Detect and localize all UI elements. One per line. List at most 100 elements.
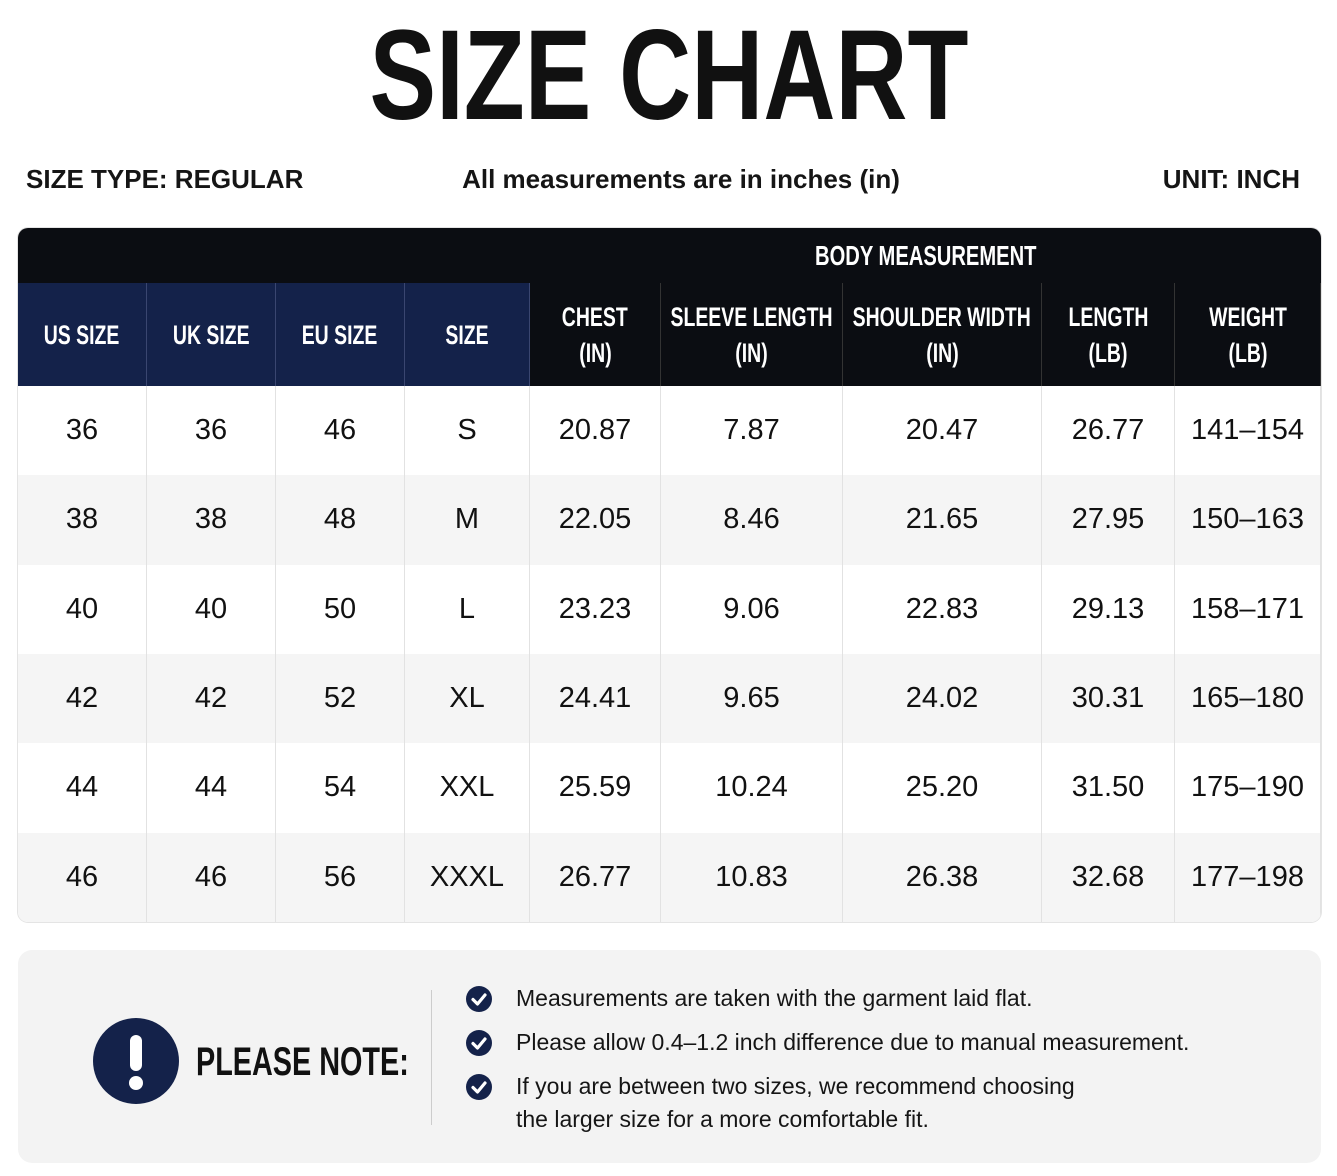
table-row [18,832,1321,922]
column-header-line: (IN) [578,337,612,368]
table-cell: 44 [18,743,147,833]
column-header-line: LENGTH [1068,301,1148,332]
check-icon [466,1074,492,1100]
note-box: PLEASE NOTE: [18,950,1321,1163]
size-table: BODY MEASUREMENT US SIZE UK SIZE EU SIZE SIZ… [18,228,1321,922]
column-header-line: (LB) [1088,337,1128,368]
column-header: SIZE [405,283,530,386]
table-cell: 21.65 [843,475,1042,565]
table-cell: 46 [276,386,405,476]
table-row [18,743,1321,833]
column-header-line: SIZE [445,319,489,350]
table-row [18,564,1321,654]
column-header-line: (IN) [925,337,959,368]
table-cell: 177–198 [1175,832,1321,922]
table-cell: 30.31 [1042,654,1175,744]
table-cell: 25.59 [530,743,661,833]
column-header: LENGTH (LB) [1042,283,1175,386]
table-cell: 24.02 [843,654,1042,744]
check-icon [466,986,492,1012]
column-header-line: CHEST [562,301,628,332]
table-cell: 9.65 [661,654,843,744]
column-header: EU SIZE [276,283,405,386]
note-text: Measurements are taken with the garment … [516,985,1033,1011]
table-cell: 54 [276,743,405,833]
group-header-band [18,228,1321,283]
table-cell: 32.68 [1042,832,1175,922]
warning-icon [93,1018,179,1104]
check-icon [466,1030,492,1056]
column-header: SHOULDER WIDTH (IN) [843,283,1042,386]
table-cell: 8.46 [661,475,843,565]
table-cell: 38 [147,475,276,565]
table-cell: 20.87 [530,386,661,476]
table-cell: 52 [276,654,405,744]
table-cell: 36 [147,386,276,476]
size-type: SIZE TYPE: REGULAR [26,164,304,194]
table-cell: 10.83 [661,832,843,922]
table-cell: 26.77 [1042,386,1175,476]
title: SIZE CHART [368,4,969,147]
table-cell: 46 [18,832,147,922]
table-cell: 40 [18,564,147,654]
table-cell: 48 [276,475,405,565]
table-cell: 10.24 [661,743,843,833]
table-cell: L [405,564,530,654]
table-cell: 56 [276,832,405,922]
table-cell: XXXL [405,832,530,922]
group-header-wrap: BODY MEASUREMENT [530,228,1321,283]
column-header-line: SLEEVE LENGTH [670,301,833,332]
table-cell: 9.06 [661,564,843,654]
table-cell: 23.23 [530,564,661,654]
table-cell: 31.50 [1042,743,1175,833]
table-cell: 46 [147,832,276,922]
table-cell: 22.05 [530,475,661,565]
note-text: Please allow 0.4–1.2 inch difference due… [516,1029,1190,1055]
column-header-line: UK SIZE [172,319,250,350]
column-header: WEIGHT (LB) [1175,283,1321,386]
table-cell: 27.95 [1042,475,1175,565]
table-cell: 50 [276,564,405,654]
table-cell: 22.83 [843,564,1042,654]
column-header-line: EU SIZE [302,319,378,350]
table-cell: XL [405,654,530,744]
unit: UNIT: INCH [1162,164,1300,194]
column-header: CHEST (IN) [530,283,661,386]
divider [431,990,432,1125]
column-header-line: SHOULDER WIDTH [852,301,1032,332]
table-cell: 24.41 [530,654,661,744]
title-wrap: SIZE CHART [0,12,1337,140]
column-header-line: US SIZE [44,319,120,350]
column-header: UK SIZE [147,283,276,386]
note-heading: PLEASE NOTE: [196,1040,409,1084]
table-cell: S [405,386,530,476]
table-cell: 26.77 [530,832,661,922]
table-cell: 42 [147,654,276,744]
column-header-line: WEIGHT [1208,301,1287,332]
table-row [18,654,1321,744]
table-cell: 36 [18,386,147,476]
table-cell: 40 [147,564,276,654]
table-cell: 7.87 [661,386,843,476]
note-text: If you are between two sizes, we recomme… [516,1073,1075,1099]
table-cell: XXL [405,743,530,833]
note-text: the larger size for a more comfortable f… [516,1106,929,1132]
column-header-line: (LB) [1228,337,1267,368]
table-cell: 150–163 [1175,475,1321,565]
table-cell: 26.38 [843,832,1042,922]
measurement-note: All measurements are in inches (in) [462,164,900,194]
table-row [18,386,1321,476]
table-cell: 141–154 [1175,386,1321,476]
column-header: US SIZE [18,283,147,386]
column-header: SLEEVE LENGTH (IN) [661,283,843,386]
table-cell: 165–180 [1175,654,1321,744]
group-header: BODY MEASUREMENT [814,239,1037,271]
table-row [18,475,1321,565]
table-cell: 25.20 [843,743,1042,833]
table-cell: 20.47 [843,386,1042,476]
note-heading-wrap: PLEASE NOTE: [196,1040,492,1084]
table-cell: M [405,475,530,565]
table-cell: 44 [147,743,276,833]
table-cell: 29.13 [1042,564,1175,654]
